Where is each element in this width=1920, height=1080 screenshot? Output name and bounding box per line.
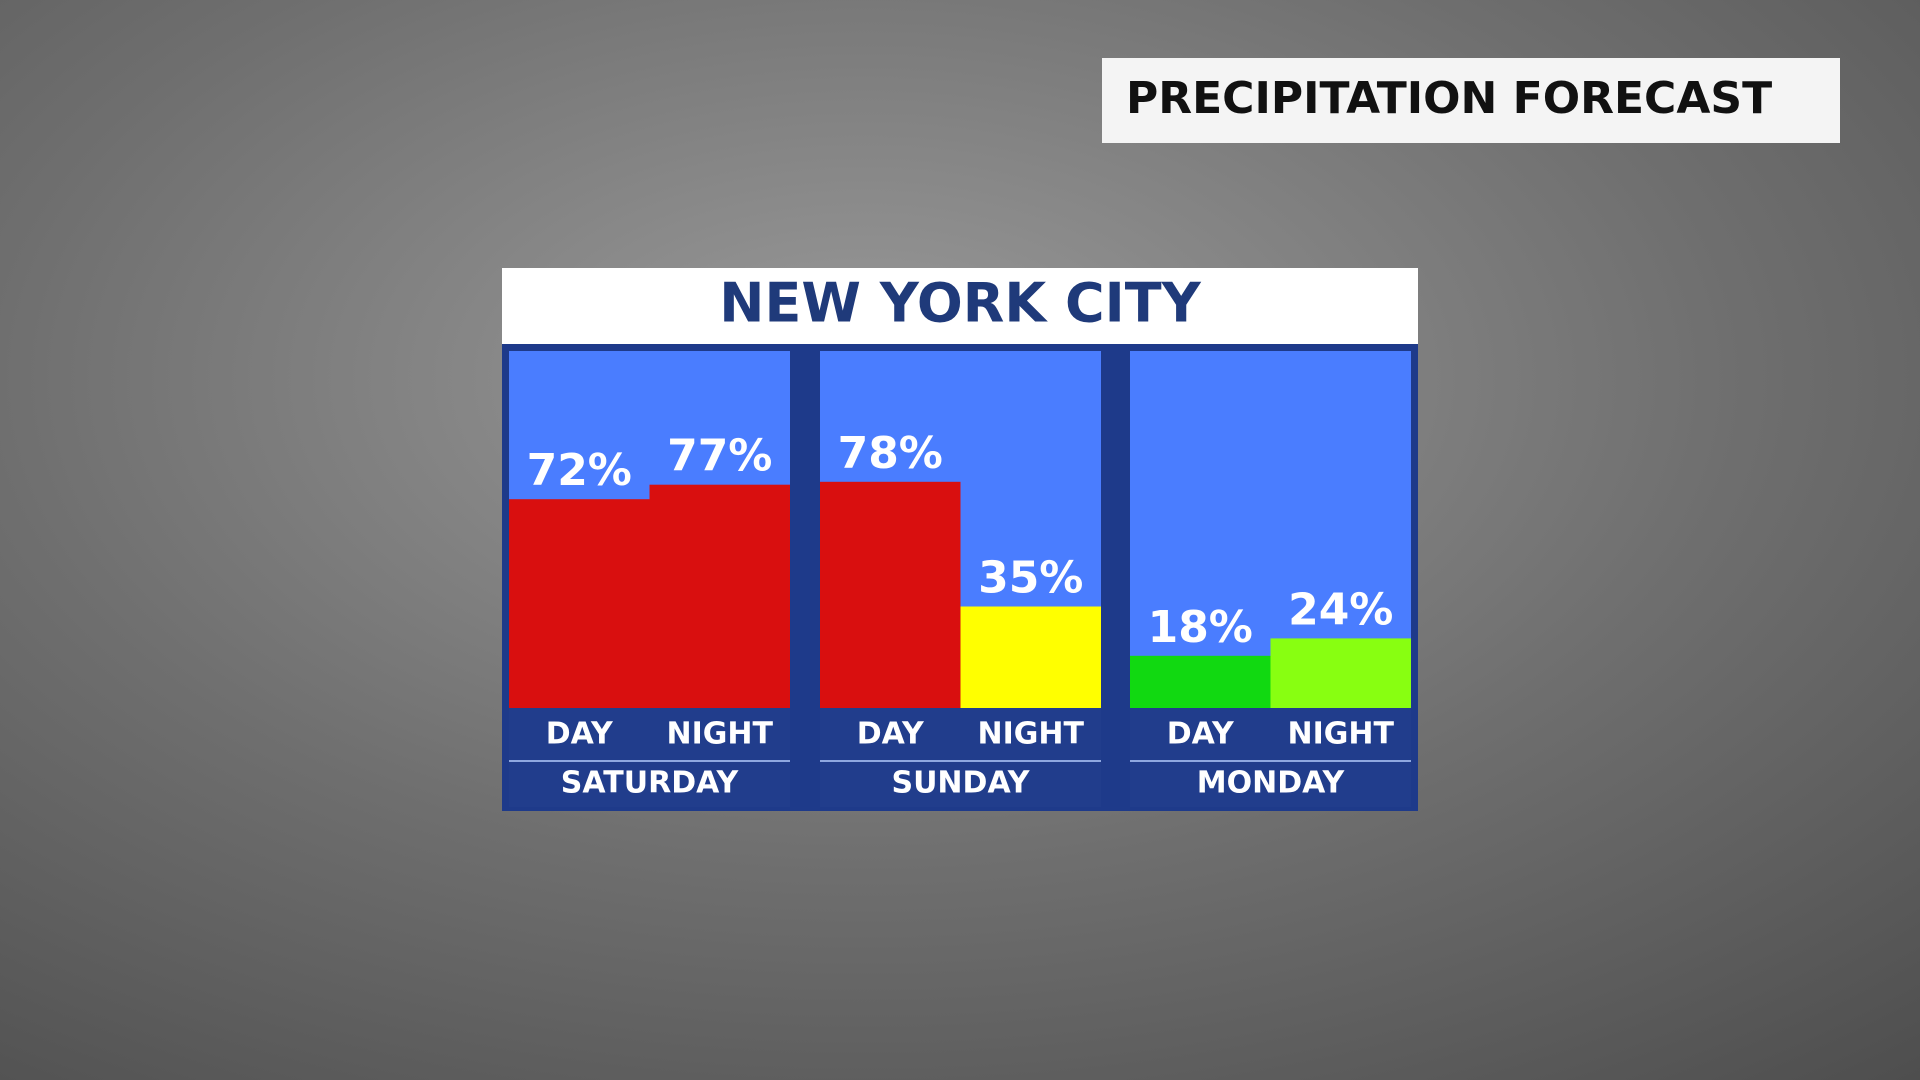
value-label: 77%	[667, 431, 772, 482]
title-box	[502, 268, 1418, 344]
header-box	[1102, 58, 1840, 143]
chart-title: NEW YORK CITY	[719, 272, 1201, 335]
bar	[1270, 638, 1411, 708]
series-label: DAY	[546, 717, 614, 752]
bar	[509, 499, 650, 708]
value-label: 72%	[527, 445, 632, 496]
bar	[960, 606, 1101, 708]
series-label: NIGHT	[667, 717, 774, 752]
value-label: 24%	[1288, 584, 1393, 635]
bar	[1130, 655, 1271, 708]
value-label: 35%	[978, 553, 1083, 604]
value-label: 18%	[1148, 602, 1253, 653]
panel-labels	[820, 708, 1101, 807]
series-label: DAY	[857, 717, 925, 752]
series-label: DAY	[1167, 717, 1235, 752]
header-title: PRECIPITATION FORECAST	[1126, 73, 1772, 124]
category-label: SUNDAY	[891, 766, 1030, 801]
value-label: 78%	[838, 428, 943, 479]
series-label: NIGHT	[978, 717, 1085, 752]
series-label: NIGHT	[1288, 717, 1395, 752]
bar	[820, 481, 961, 708]
category-label: SATURDAY	[561, 766, 740, 801]
panel-labels	[1130, 708, 1411, 807]
bar	[649, 484, 790, 708]
category-label: MONDAY	[1197, 766, 1346, 801]
panel-labels	[509, 708, 790, 807]
